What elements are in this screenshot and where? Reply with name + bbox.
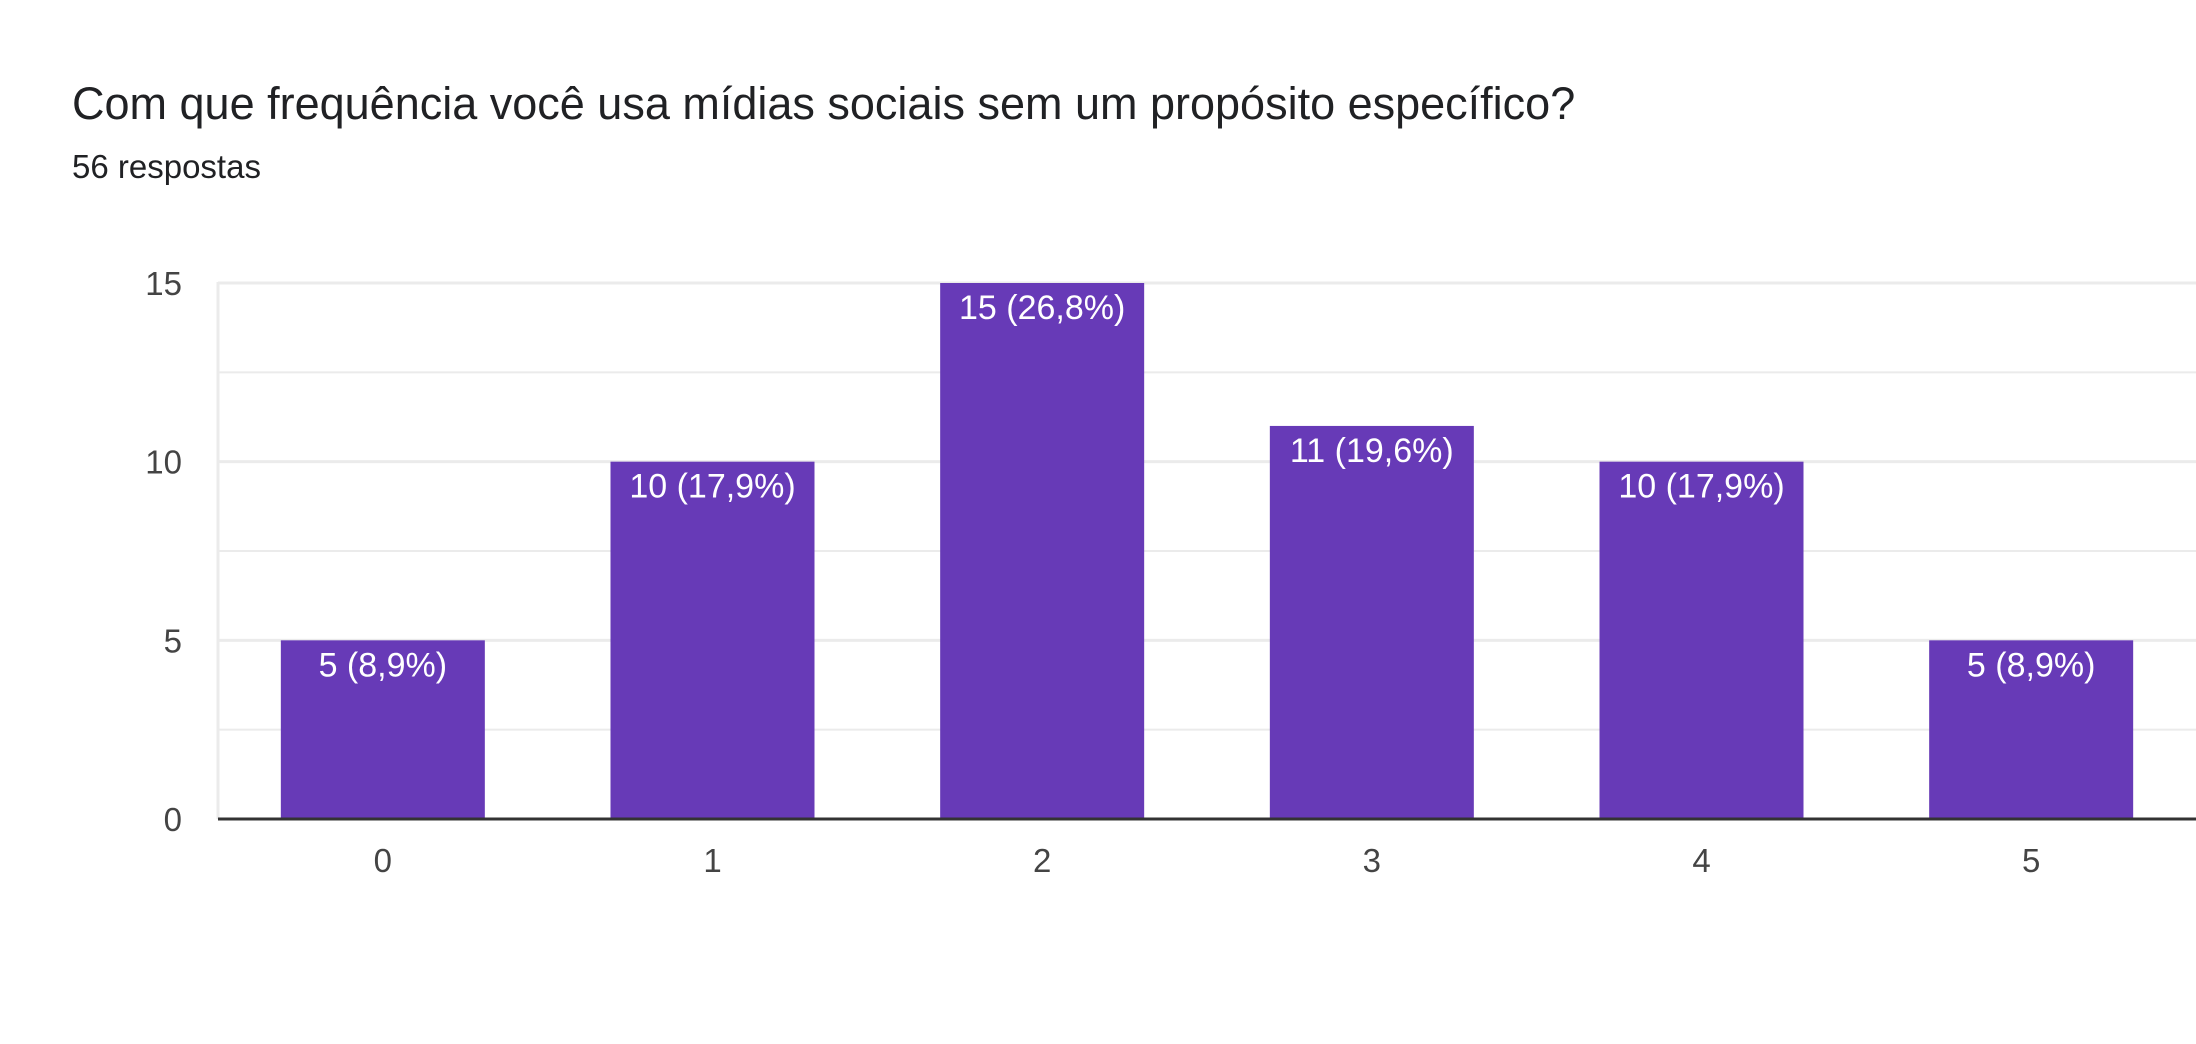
x-tick-label: 4 [1692, 842, 1710, 879]
bars [280, 283, 2134, 819]
bar [1929, 640, 2134, 819]
bar-data-label: 15 (26,8%) [959, 289, 1125, 327]
x-tick-label: 2 [1033, 842, 1051, 879]
bar-data-label: 10 (17,9%) [1618, 468, 1784, 506]
x-tick-label: 1 [703, 842, 721, 879]
chart-title: Com que frequência você usa mídias socia… [72, 78, 1576, 129]
x-tick-label: 3 [1363, 842, 1381, 879]
bar-data-label: 5 (8,9%) [1967, 646, 2096, 684]
x-tick-label: 5 [2022, 842, 2040, 879]
data-labels: 5 (8,9%) 10 (17,9%) 15 (26,8%) 11 (19,6%) 10… [319, 289, 2096, 684]
response-count: 56 respostas [72, 148, 261, 185]
gridlines [216, 281, 2196, 819]
y-tick-label: 0 [164, 801, 182, 838]
bar [1269, 425, 1474, 819]
bar [610, 461, 815, 819]
bar [940, 283, 1145, 819]
axes: 0 5 10 15 0 1 2 3 4 5 [145, 265, 2196, 879]
bar-data-label: 5 (8,9%) [319, 646, 448, 684]
bar [280, 640, 485, 819]
bar-data-label: 10 (17,9%) [629, 468, 795, 506]
bar [1599, 461, 1804, 819]
y-tick-label: 15 [145, 265, 182, 302]
x-tick-label: 0 [374, 842, 392, 879]
y-tick-label: 10 [145, 444, 182, 481]
y-tick-label: 5 [164, 622, 182, 659]
bar-data-label: 11 (19,6%) [1290, 432, 1454, 470]
